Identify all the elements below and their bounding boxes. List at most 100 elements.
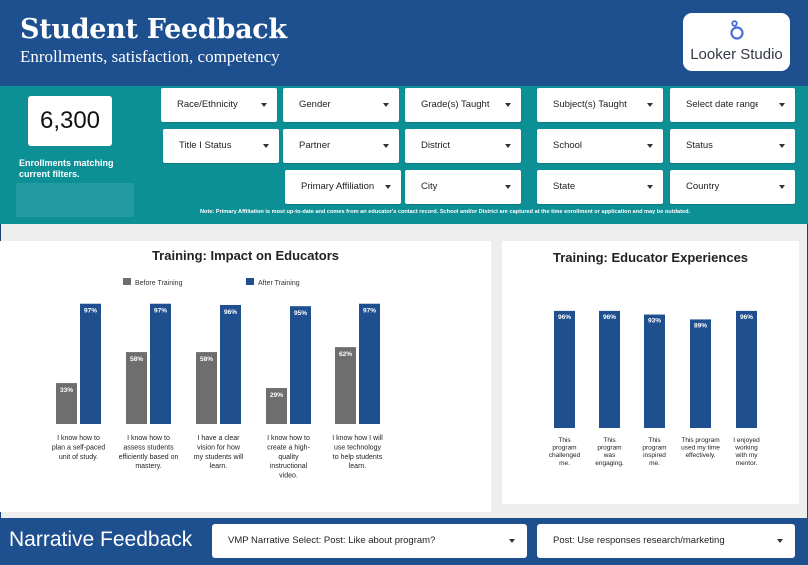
bar [126, 352, 147, 424]
bar [290, 306, 311, 424]
category-label: create a high- [267, 444, 310, 451]
category-label: challenged [549, 452, 581, 459]
bar-data-label: 97% [363, 308, 376, 315]
filter-district[interactable]: District [405, 129, 521, 163]
bar-data-label: 89% [694, 322, 707, 329]
impact-chart-panel: Training: Impact on Educators Before Tra… [0, 241, 491, 512]
category-label: working [734, 445, 758, 452]
filter-date-range[interactable]: Select date range [670, 88, 795, 122]
filter-school[interactable]: School [537, 129, 663, 163]
bar [599, 310, 620, 428]
filter-state[interactable]: State [537, 170, 663, 204]
legend-label: After Training [258, 280, 300, 287]
filter-label: Partner [299, 140, 331, 151]
bar-data-label: 96% [603, 314, 616, 321]
category-label: instructional [270, 463, 308, 470]
legend-swatch [123, 278, 131, 285]
chevron-down-icon [509, 539, 515, 543]
filter-label: Gender [299, 99, 331, 110]
chevron-down-icon [505, 103, 511, 107]
bar [554, 310, 575, 428]
category-label: I know how I will [332, 435, 383, 442]
legend-label: Before Training [135, 280, 183, 287]
narrative-select-value: Post: Like about program? [323, 535, 436, 546]
category-label: This [603, 437, 616, 444]
category-label: learn. [349, 463, 367, 470]
category-label: effectively. [685, 452, 715, 459]
chevron-down-icon [385, 185, 391, 189]
category-label: I enjoyed [733, 437, 760, 444]
filter-grades-taught[interactable]: Grade(s) Taught [405, 88, 521, 122]
bar-data-label: 58% [130, 356, 143, 363]
enrollment-count-label: Enrollments matching current filters. [19, 158, 114, 179]
category-label: video. [279, 473, 298, 480]
chevron-down-icon [383, 103, 389, 107]
bar-data-label: 62% [339, 351, 352, 358]
page-title: Student Feedback [20, 14, 287, 45]
category-label: plan a self-paced [52, 444, 105, 451]
category-label: with my [734, 452, 758, 459]
category-label: inspired [643, 452, 666, 459]
category-label: my students will [194, 454, 244, 461]
chevron-down-icon [505, 144, 511, 148]
chart-title: Training: Impact on Educators [151, 248, 340, 263]
chart-title: Training: Educator Experiences [552, 250, 749, 265]
filter-label: Country [686, 181, 720, 192]
experience-chart-panel: Training: Educator Experiences 96% This pr… [502, 241, 799, 504]
experience-chart: 96%Thisprogramchallengedme.96%Thisprogra… [549, 310, 760, 467]
use-responses-dropdown[interactable]: Post: Use responses research/marketing [537, 524, 795, 558]
looker-logo-icon [730, 20, 744, 40]
chevron-down-icon [647, 144, 653, 148]
category-label: This program [681, 437, 719, 444]
category-label: This [648, 437, 661, 444]
enrollment-count-scorecard: 6,300 [28, 96, 112, 146]
category-label: quality [278, 454, 299, 461]
bar-data-label: 96% [224, 309, 237, 316]
category-label: program [552, 445, 576, 452]
category-label: learn. [210, 463, 228, 470]
bar-data-label: 95% [294, 310, 307, 317]
narrative-select-prefix: VMP Narrative Select: [228, 535, 322, 546]
narrative-select-dropdown[interactable]: VMP Narrative Select: Post: Like about p… [212, 524, 527, 558]
looker-studio-logo[interactable]: Looker Studio [683, 13, 790, 71]
chevron-down-icon [505, 185, 511, 189]
filter-status[interactable]: Status [670, 129, 795, 163]
filter-race-ethnicity[interactable]: Race/Ethnicity [161, 88, 277, 122]
filter-primary-affiliation[interactable]: Primary Affiliation [285, 170, 401, 204]
bar [690, 319, 711, 428]
category-label: unit of study. [59, 454, 98, 461]
bar [150, 303, 171, 424]
filter-label: School [553, 140, 583, 151]
bar [736, 310, 757, 428]
filter-subjects-taught[interactable]: Subject(s) Taught [537, 88, 663, 122]
category-label: assess students [123, 444, 174, 451]
chevron-down-icon [647, 185, 653, 189]
category-label: program [642, 445, 666, 452]
category-label: program [597, 445, 621, 452]
chevron-down-icon [647, 103, 653, 107]
bar [220, 304, 241, 424]
filter-label: City [421, 181, 438, 192]
filter-title-i-status[interactable]: Title I Status [163, 129, 279, 163]
category-label: engaging. [595, 460, 624, 467]
scorecard-placeholder [16, 183, 134, 217]
bar [56, 383, 77, 424]
filter-label: Race/Ethnicity [177, 99, 238, 110]
category-label: I know how to [267, 435, 310, 442]
filter-label: Status [686, 140, 713, 151]
bar-data-label: 97% [84, 308, 97, 315]
filter-partner[interactable]: Partner [283, 129, 399, 163]
chevron-down-icon [779, 185, 785, 189]
bar-data-label: 29% [270, 392, 283, 399]
bar [266, 388, 287, 424]
header-bar [0, 0, 808, 86]
filter-note: Note: Primary Affiliation is most up-to-… [200, 209, 691, 215]
chevron-down-icon [263, 144, 269, 148]
filter-country[interactable]: Country [670, 170, 795, 204]
category-label: to help students [333, 454, 383, 461]
filter-label: Subject(s) Taught [553, 99, 627, 110]
filter-city[interactable]: City [405, 170, 521, 204]
filter-gender[interactable]: Gender [283, 88, 399, 122]
category-label: me. [559, 460, 570, 467]
bar-data-label: 96% [558, 314, 571, 321]
